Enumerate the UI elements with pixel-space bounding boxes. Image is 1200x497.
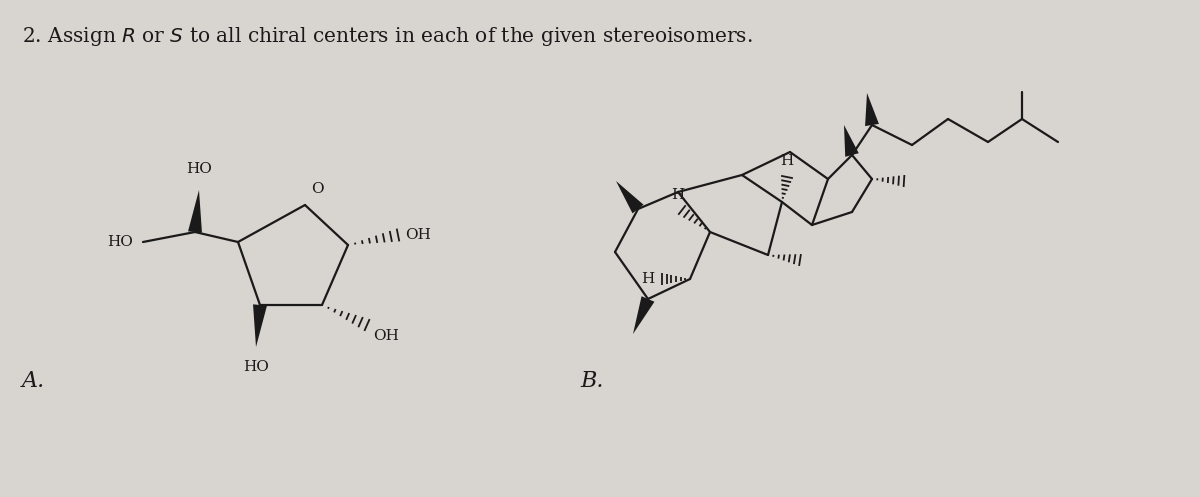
Text: A.: A. — [22, 370, 46, 392]
Text: HO: HO — [107, 235, 133, 249]
Text: OH: OH — [406, 228, 431, 242]
Text: O: O — [311, 182, 324, 196]
Polygon shape — [616, 181, 643, 213]
Polygon shape — [188, 190, 202, 233]
Polygon shape — [634, 296, 654, 334]
Polygon shape — [253, 304, 266, 347]
Text: 2. Assign $R$ or $S$ to all chiral centers in each of the given stereoisomers.: 2. Assign $R$ or $S$ to all chiral cente… — [22, 25, 752, 48]
Text: H: H — [671, 188, 685, 202]
Text: HO: HO — [244, 360, 269, 374]
Polygon shape — [844, 125, 859, 157]
Text: H: H — [780, 154, 793, 168]
Text: HO: HO — [186, 162, 212, 176]
Text: B.: B. — [580, 370, 604, 392]
Text: OH: OH — [373, 329, 398, 343]
Polygon shape — [865, 93, 878, 126]
Text: H: H — [641, 272, 654, 286]
